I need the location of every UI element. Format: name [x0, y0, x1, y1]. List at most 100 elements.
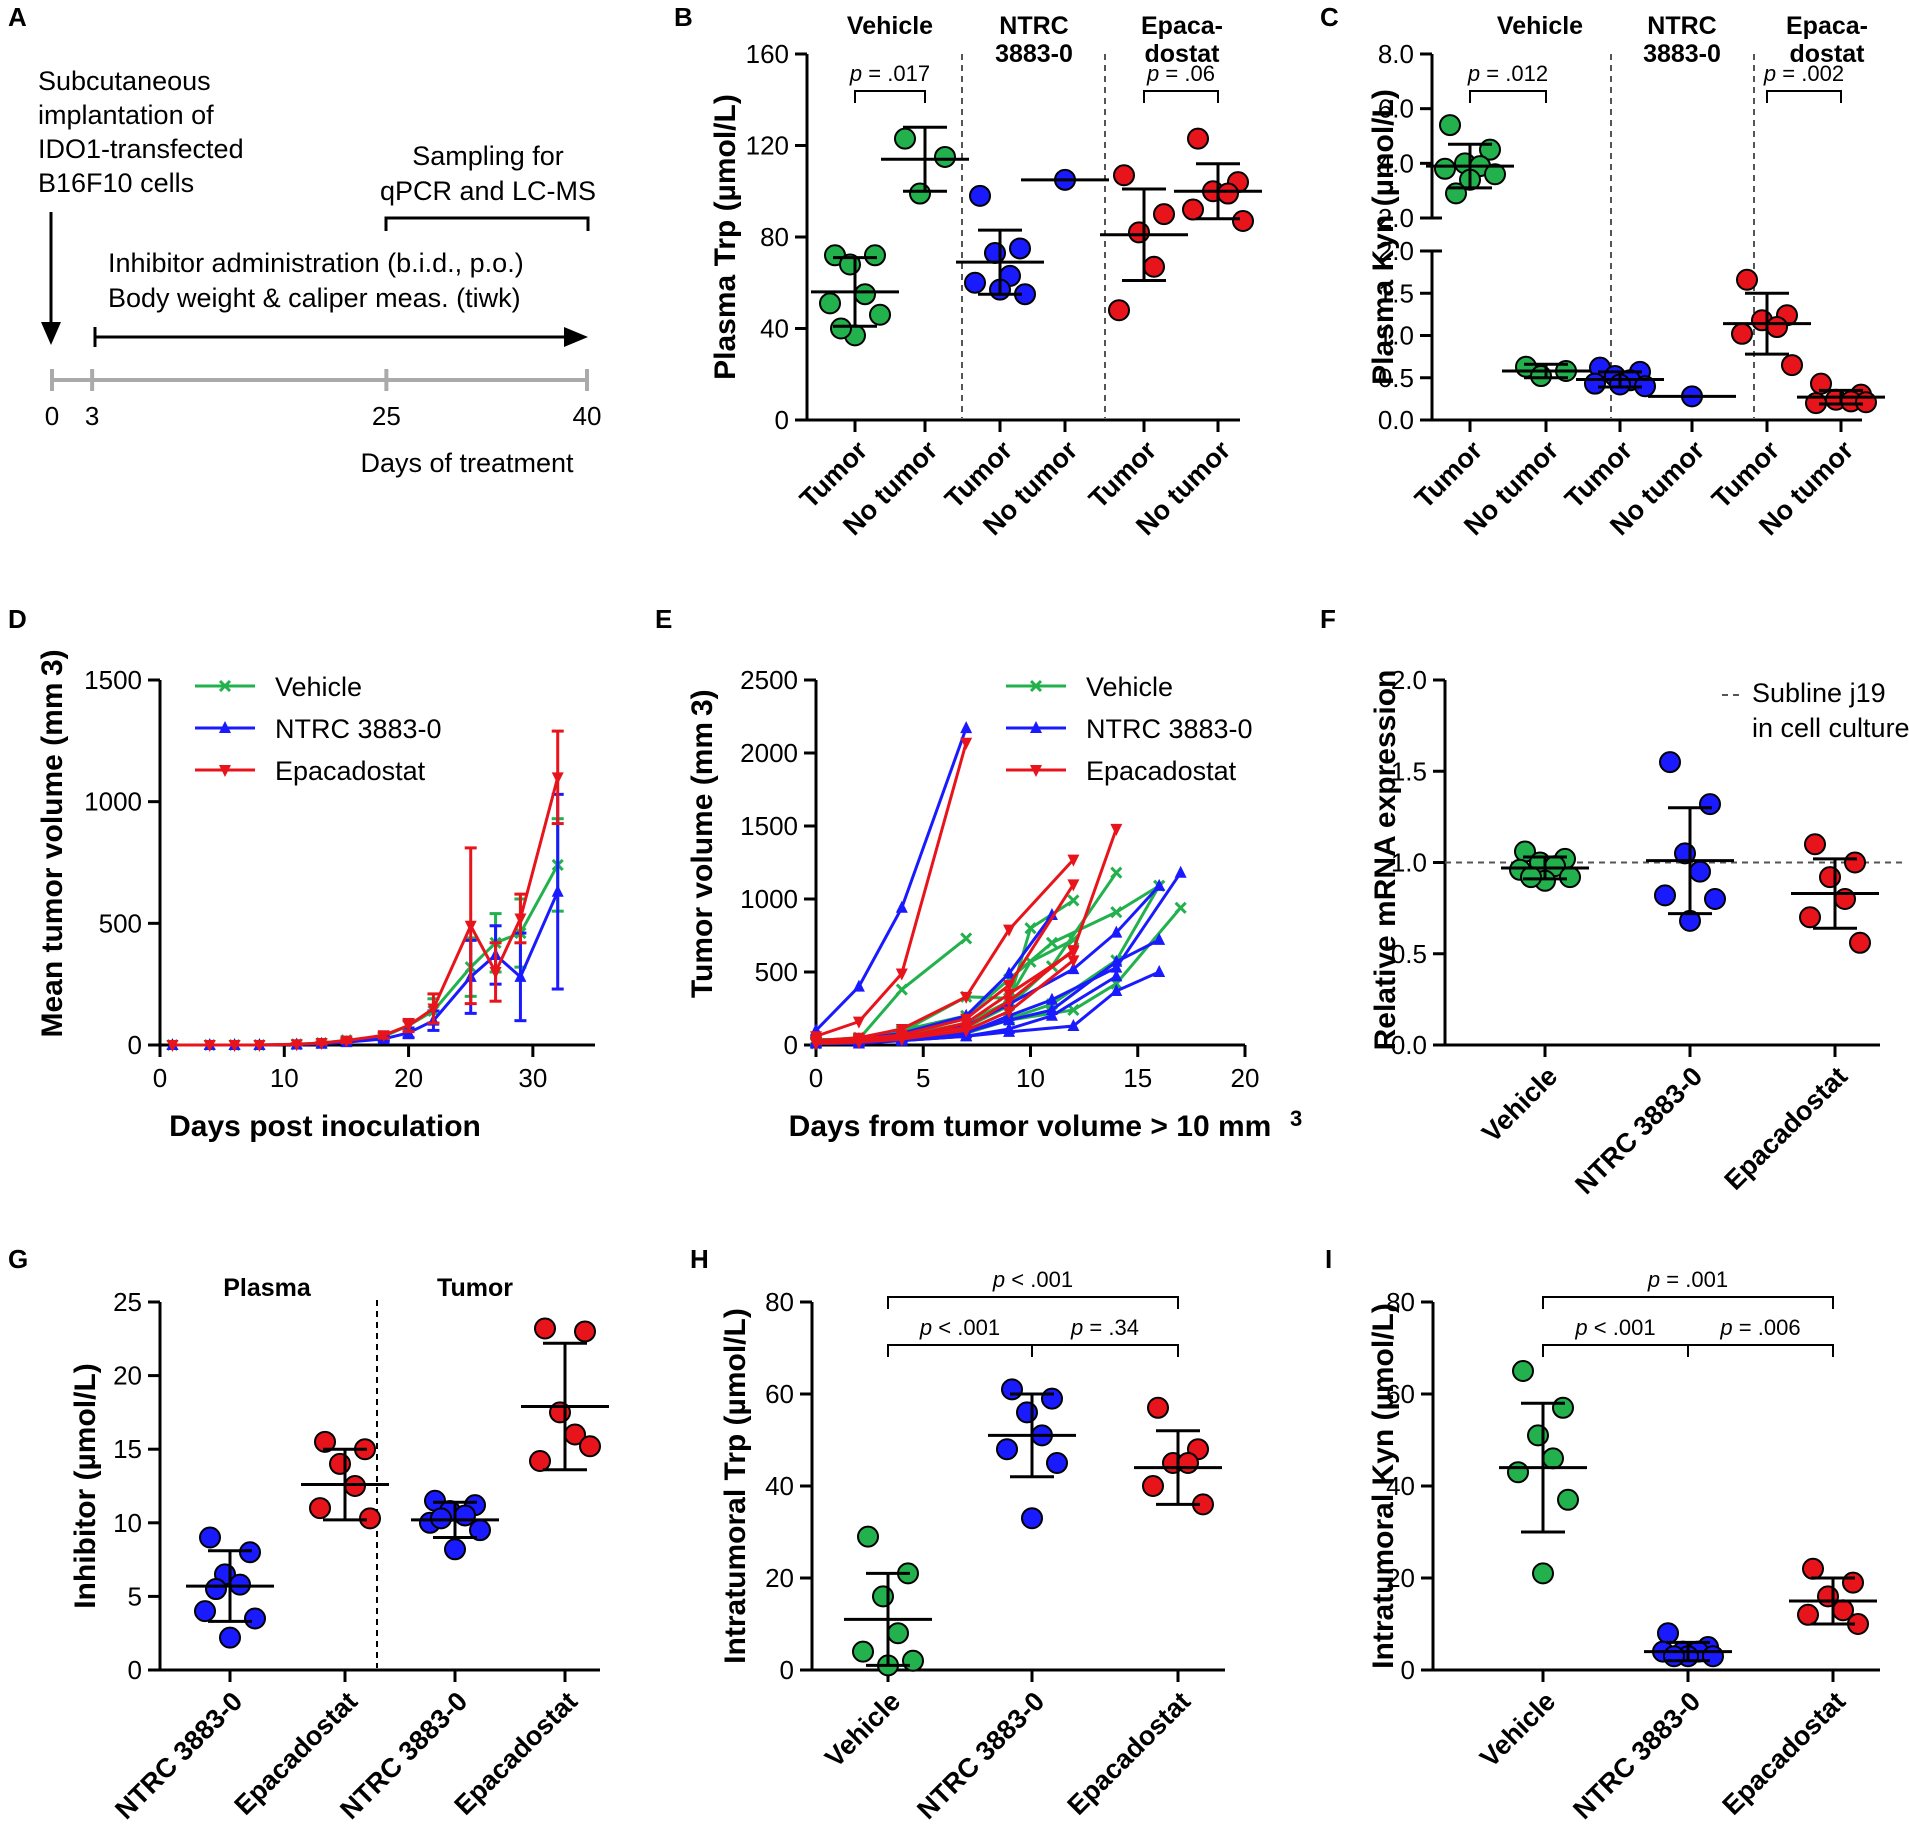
y-tick-label: 0.5 [1391, 939, 1427, 969]
p-italic: p [992, 1267, 1005, 1292]
triangle-down-marker [427, 1003, 440, 1016]
triangle-down-marker [203, 1040, 216, 1052]
significance-bracket: p = .012 [1467, 61, 1548, 103]
panel-label: B [674, 2, 693, 32]
p-value: = .002 [1776, 61, 1844, 86]
data-point [1844, 851, 1866, 874]
y-tick-label: 2.0 [1391, 665, 1427, 695]
y-tick-label: 1.0 [1391, 848, 1427, 878]
y-tick-label: 25 [113, 1287, 142, 1317]
p-value: < .001 [1588, 1315, 1656, 1340]
triangle-up-marker [551, 884, 564, 897]
mean-sd-bar [1576, 370, 1664, 389]
data-point [984, 242, 1006, 265]
y-tick-label: 0 [784, 1030, 798, 1060]
triangle-down-marker [340, 1035, 353, 1048]
mean-sd-bar [1100, 187, 1188, 282]
mean-sd-bar [1644, 1640, 1732, 1663]
implant-text: B16F10 cells [38, 168, 194, 198]
superscript: 3 [1290, 1106, 1302, 1131]
triangle-up-marker [852, 979, 865, 992]
data-point [1108, 299, 1130, 322]
triangle-down-marker [1003, 996, 1016, 1009]
data-point [314, 1430, 336, 1453]
triangle-down-marker [1067, 879, 1080, 892]
triangle-down-marker [1003, 988, 1016, 1001]
mean-sd-bar [1174, 162, 1262, 221]
y-tick-label: 1.5 [1378, 278, 1414, 308]
mean-sd-bar [411, 1500, 499, 1540]
category-label: NTRC 3883-0 [109, 1686, 248, 1825]
series-ntrc-3883-0 [166, 792, 564, 1050]
data-point [1187, 127, 1209, 150]
y-axis: 0 20 40 60 80 [765, 1287, 814, 1685]
triangle-down-marker [315, 1038, 328, 1051]
y-tick-label: 20 [113, 1361, 142, 1391]
y-tick-label: 500 [755, 957, 798, 987]
data-point [1232, 209, 1254, 232]
data-point [1804, 833, 1826, 856]
x-marker [960, 932, 973, 945]
data-point [1113, 164, 1135, 187]
bracket-line [1143, 90, 1219, 103]
implant-text: implantation of [38, 100, 214, 130]
p-value: = .06 [1159, 61, 1215, 86]
triangle-down-marker [514, 913, 527, 926]
data-point [1802, 1557, 1824, 1580]
triangle-down-marker [489, 967, 502, 979]
p-italic: p [1146, 61, 1159, 86]
data-point [205, 1578, 227, 1601]
x-axis: 0 10 20 30 [153, 1043, 595, 1093]
data-point [309, 1497, 331, 1520]
panel-e: 0 500 1000 1500 2000 2500 0 5 10 15 20 Tumor volume… [686, 665, 1271, 1143]
bracket-line [1687, 1344, 1834, 1357]
p-italic: p [1647, 1267, 1660, 1292]
x-axis-title: Days from tumor volume > 10 mm [789, 1110, 1272, 1143]
data-point [534, 1317, 556, 1340]
data-point [529, 1449, 551, 1472]
data-point [1527, 1424, 1549, 1447]
y-tick-label: 0.5 [1378, 363, 1414, 393]
data-point [1584, 372, 1606, 395]
triangle-down-marker [1030, 765, 1042, 777]
y-tick-label: 0 [1401, 1655, 1415, 1685]
significance-bracket: p = .017 [849, 61, 930, 103]
triangle-down-marker [166, 1040, 179, 1052]
mean-sd-bar [956, 228, 1044, 296]
data-point [1654, 884, 1676, 907]
data-point [1849, 931, 1871, 954]
data-point [219, 1626, 241, 1649]
data-point [964, 271, 986, 294]
x-axis-title: Days post inoculation [169, 1110, 481, 1143]
y-tick-label: 15 [113, 1434, 142, 1464]
data-point [1532, 1562, 1554, 1585]
y-axis: 0.0 0.5 1.0 1.5 2.0 [1391, 665, 1447, 1060]
y-tick-label: 2500 [740, 665, 798, 695]
p-value-label: p = .34 [1070, 1315, 1139, 1340]
data-point [454, 1504, 476, 1527]
triangle-down-marker [960, 1025, 973, 1038]
y-tick-label: 0 [775, 405, 789, 435]
x-axis [1433, 1668, 1880, 1682]
y-tick-label: 0.0 [1378, 405, 1414, 435]
x-axis [160, 1668, 600, 1682]
x-stroke [1067, 1003, 1080, 1017]
x-marker [1029, 679, 1043, 693]
data-point [244, 1607, 266, 1630]
group-label: Tumor [437, 1274, 513, 1302]
p-italic: p [919, 1315, 932, 1340]
data-point [872, 1585, 894, 1608]
bracket-line [887, 1344, 1033, 1357]
triangle-up-marker [1153, 965, 1166, 977]
group-label: Vehicle [1497, 12, 1583, 40]
mean-sd-bar [988, 1392, 1076, 1479]
y-tick-label: 1.0 [1378, 321, 1414, 351]
x-axis [807, 418, 1240, 432]
y-tick-label: 1500 [84, 665, 142, 695]
bracket-line [1469, 90, 1547, 103]
mean-sd-bar [301, 1447, 389, 1522]
x-axis: 0 5 10 15 20 [809, 1043, 1259, 1093]
implant-text: IDO1-transfected [38, 134, 244, 164]
mean-sd-bar [1499, 1401, 1587, 1534]
